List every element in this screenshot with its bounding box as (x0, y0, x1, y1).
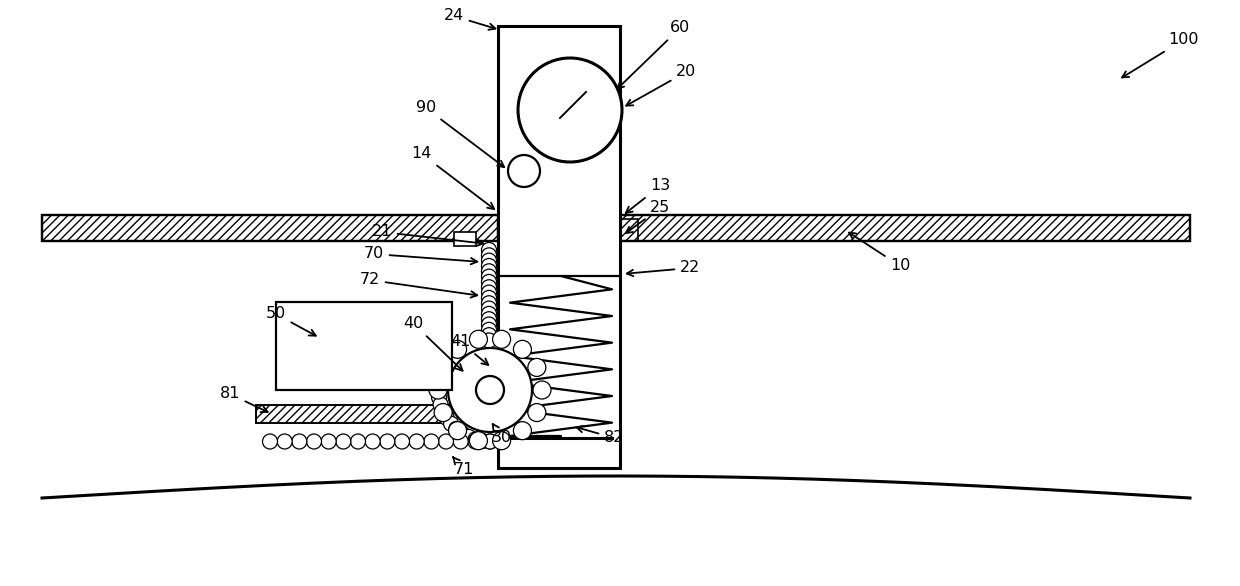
Circle shape (263, 434, 278, 449)
Text: 81: 81 (219, 387, 268, 412)
Circle shape (444, 416, 459, 431)
Circle shape (467, 432, 484, 447)
Circle shape (481, 322, 496, 338)
Circle shape (492, 432, 511, 449)
Bar (620, 215, 1190, 241)
Text: 13: 13 (626, 179, 671, 213)
Text: 21: 21 (372, 224, 484, 246)
Circle shape (481, 248, 496, 263)
Bar (277, 302, 453, 390)
Circle shape (481, 312, 496, 327)
Text: 24: 24 (444, 9, 496, 30)
Text: 71: 71 (453, 457, 474, 478)
Circle shape (533, 381, 551, 399)
Circle shape (435, 404, 450, 419)
Circle shape (475, 434, 490, 448)
Text: 22: 22 (626, 261, 701, 276)
Text: 14: 14 (412, 146, 495, 209)
Circle shape (476, 376, 503, 404)
Circle shape (481, 253, 496, 268)
Circle shape (449, 422, 466, 440)
Circle shape (518, 58, 622, 162)
Circle shape (481, 296, 496, 311)
Circle shape (481, 258, 496, 274)
Circle shape (481, 301, 496, 316)
Circle shape (528, 404, 546, 421)
Text: 50: 50 (265, 306, 316, 336)
Circle shape (492, 331, 511, 348)
Circle shape (439, 434, 454, 449)
Bar (454, 232, 476, 246)
Circle shape (481, 269, 496, 284)
Text: 72: 72 (360, 272, 477, 298)
Circle shape (455, 426, 470, 441)
Circle shape (365, 434, 381, 449)
Circle shape (481, 285, 496, 300)
Circle shape (467, 434, 482, 449)
Circle shape (291, 434, 306, 449)
Text: 40: 40 (404, 316, 463, 371)
Circle shape (278, 434, 293, 449)
Bar (42, 215, 498, 241)
Circle shape (482, 434, 497, 449)
Circle shape (513, 422, 532, 440)
Text: 100: 100 (1122, 32, 1199, 77)
Text: 10: 10 (849, 233, 910, 274)
Circle shape (481, 291, 496, 305)
Circle shape (482, 434, 497, 449)
Circle shape (508, 155, 539, 187)
Circle shape (432, 383, 446, 397)
Circle shape (513, 340, 532, 359)
Circle shape (481, 328, 496, 343)
Circle shape (481, 280, 496, 295)
Circle shape (481, 317, 496, 332)
Circle shape (481, 243, 496, 257)
Circle shape (434, 404, 453, 421)
Circle shape (379, 434, 394, 449)
Circle shape (306, 434, 321, 449)
Circle shape (439, 410, 454, 425)
Circle shape (409, 434, 424, 449)
Bar (42, 215, 498, 241)
Circle shape (424, 434, 439, 449)
Circle shape (449, 421, 464, 437)
Circle shape (394, 434, 409, 449)
Bar (498, 26, 620, 468)
Circle shape (481, 264, 496, 279)
Circle shape (461, 430, 476, 444)
Circle shape (449, 340, 466, 359)
Text: 70: 70 (363, 247, 477, 264)
Circle shape (481, 333, 496, 348)
Text: 25: 25 (626, 200, 671, 233)
Text: 82: 82 (577, 426, 625, 445)
Circle shape (433, 397, 448, 412)
Circle shape (528, 359, 546, 376)
Circle shape (429, 381, 446, 399)
Text: 20: 20 (626, 64, 696, 105)
Circle shape (321, 434, 336, 449)
Bar (255, 405, 515, 423)
Circle shape (470, 331, 487, 348)
Text: 60: 60 (618, 21, 691, 88)
Text: 41: 41 (450, 335, 489, 365)
Bar (620, 215, 1190, 241)
Circle shape (453, 434, 469, 449)
Circle shape (448, 348, 532, 432)
Circle shape (336, 434, 351, 449)
Text: 30: 30 (492, 424, 512, 445)
Text: 90: 90 (415, 101, 505, 167)
Circle shape (432, 390, 446, 405)
Circle shape (470, 432, 487, 449)
Circle shape (481, 306, 496, 321)
Circle shape (434, 359, 453, 376)
Circle shape (351, 434, 366, 449)
Bar (255, 405, 515, 423)
Circle shape (481, 274, 496, 289)
